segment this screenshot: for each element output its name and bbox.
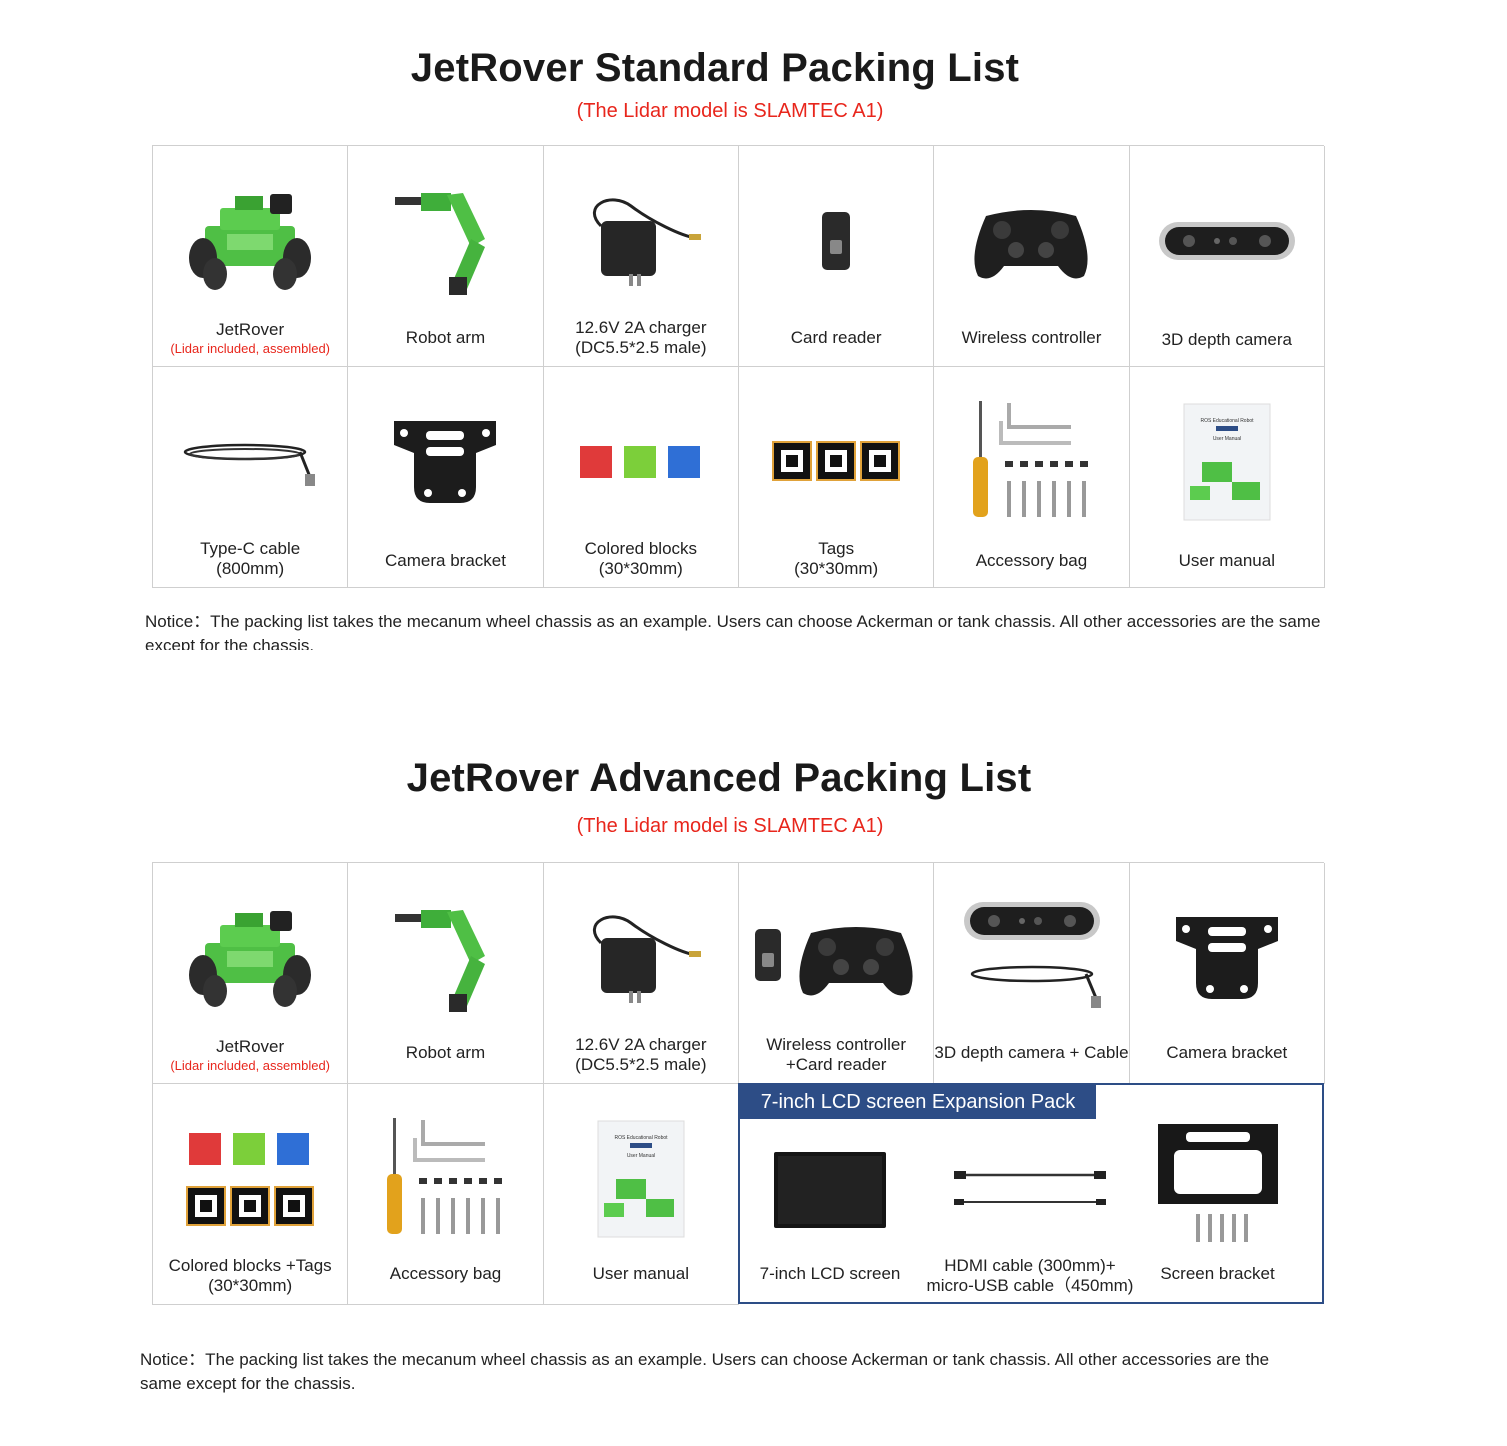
- gamepad-icon: [934, 166, 1128, 316]
- item-label: JetRover: [216, 1037, 285, 1056]
- expansion-title: 7-inch LCD screen Expansion Pack: [740, 1085, 1096, 1119]
- hdmi-cable-icon: [920, 1125, 1140, 1255]
- item-camera-bracket: Camera bracket: [1129, 863, 1325, 1084]
- item-hdmi-usb-cable: HDMI cable (300mm)+ micro-USB cable（450mm…: [920, 1125, 1140, 1300]
- manual-icon: ROS Educational Robot User Manual: [544, 1104, 738, 1254]
- manual-icon: ROS Educational Robot User Manual: [1130, 387, 1324, 537]
- item-lcd-screen: 7-inch LCD screen: [750, 1125, 910, 1300]
- item-label-2: +Card reader: [785, 1055, 887, 1074]
- bracket-icon: [348, 387, 542, 537]
- standard-notice: Notice：The packing list takes the mecanu…: [145, 612, 1321, 650]
- item-tags: Tags (30*30mm): [738, 367, 935, 588]
- item-label: Wireless controller: [766, 1035, 907, 1054]
- lcd-expansion-pack: 7-inch LCD screen Expansion Pack 7-inch …: [738, 1083, 1324, 1304]
- depth-camera-icon: [1130, 166, 1324, 316]
- tags-icon: [739, 387, 933, 537]
- item-label-2: (DC5.5*2.5 male): [575, 338, 707, 357]
- item-jetrover: JetRover (Lidar included, assembled): [153, 146, 349, 367]
- item-camera-bracket: Camera bracket: [348, 367, 544, 588]
- charger-icon: [544, 883, 738, 1033]
- item-label: Camera bracket: [385, 551, 506, 570]
- lcd-screen-icon: [750, 1125, 910, 1255]
- manual-cover-line1: ROS Educational Robot: [1200, 418, 1254, 424]
- standard-subtitle: (The Lidar model is SLAMTEC A1): [576, 100, 884, 122]
- card-reader-icon: [739, 166, 933, 316]
- item-label: Robot arm: [405, 328, 486, 347]
- item-note: (Lidar included, assembled): [170, 341, 331, 356]
- item-note: (Lidar included, assembled): [170, 1058, 331, 1073]
- gamepad-icon: [739, 883, 933, 1033]
- item-accessory-bag: Accessory bag: [934, 367, 1130, 588]
- advanced-title: JetRover Advanced Packing List: [406, 756, 1032, 800]
- item-robot-arm: Robot arm: [348, 146, 544, 367]
- item-user-manual: ROS Educational Robot User Manual User m…: [1129, 367, 1325, 588]
- blocks-icon: [153, 1104, 347, 1254]
- advanced-subtitle: (The Lidar model is SLAMTEC A1): [576, 815, 884, 837]
- item-label: Colored blocks: [584, 539, 698, 558]
- item-charger: 12.6V 2A charger (DC5.5*2.5 male): [543, 146, 739, 367]
- item-label: Accessory bag: [975, 551, 1088, 570]
- item-colored-blocks-tags: Colored blocks +Tags (30*30mm): [153, 1084, 349, 1305]
- item-user-manual: ROS Educational Robot User Manual User m…: [543, 1084, 739, 1305]
- item-depth-camera-cable: 3D depth camera + Cable: [934, 863, 1130, 1084]
- blocks-icon: [544, 387, 738, 537]
- item-card-reader: Card reader: [738, 146, 935, 367]
- depth-camera-icon: [934, 883, 1128, 1033]
- accessory-bag-icon: [934, 387, 1128, 537]
- manual-cover-line3: User Manual: [1213, 436, 1241, 442]
- item-label: Wireless controller: [961, 328, 1102, 347]
- item-jetrover: JetRover (Lidar included, assembled): [153, 863, 349, 1084]
- advanced-grid: JetRover (Lidar included, assembled) Robo…: [152, 862, 1325, 1305]
- item-colored-blocks: Colored blocks (30*30mm): [543, 367, 739, 588]
- item-label-2: (DC5.5*2.5 male): [575, 1055, 707, 1074]
- item-label-2: (30*30mm): [794, 559, 879, 578]
- item-label: Robot arm: [405, 1043, 486, 1062]
- item-label: User manual: [1178, 551, 1275, 570]
- accessory-bag-icon: [348, 1104, 542, 1254]
- manual-cover-line1: ROS Educational Robot: [614, 1135, 668, 1141]
- advanced-notice: Notice：The packing list takes the mecanu…: [140, 1350, 1270, 1393]
- cable-icon: [153, 387, 347, 537]
- item-label: Type-C cable: [200, 539, 301, 558]
- charger-icon: [544, 166, 738, 316]
- item-label: 12.6V 2A charger: [575, 1035, 707, 1054]
- item-accessory-bag: Accessory bag: [348, 1084, 544, 1305]
- item-wireless-controller: Wireless controller: [934, 146, 1130, 367]
- item-wireless-controller-card-reader: Wireless controller +Card reader: [738, 863, 935, 1084]
- robot-arm-icon: [348, 166, 542, 316]
- item-label: User manual: [592, 1264, 689, 1283]
- item-label: 12.6V 2A charger: [575, 318, 707, 337]
- item-label: Tags: [818, 539, 855, 558]
- item-label-2: (30*30mm): [208, 1276, 293, 1295]
- item-label: Screen bracket: [1160, 1264, 1275, 1283]
- standard-grid: JetRover (Lidar included, assembled) Robo…: [152, 145, 1325, 588]
- item-type-c-cable: Type-C cable (800mm): [153, 367, 349, 588]
- item-label: 7-inch LCD screen: [759, 1264, 901, 1283]
- item-label-2: (800mm): [216, 559, 285, 578]
- item-label: JetRover: [216, 320, 285, 339]
- item-label: HDMI cable (300mm)+: [944, 1256, 1116, 1275]
- item-label: 3D depth camera + Cable: [934, 1043, 1129, 1062]
- item-depth-camera: 3D depth camera: [1129, 146, 1325, 367]
- item-label-2: micro-USB cable（450mm): [926, 1276, 1134, 1295]
- item-robot-arm: Robot arm: [348, 863, 544, 1084]
- item-charger: 12.6V 2A charger (DC5.5*2.5 male): [543, 863, 739, 1084]
- item-label-2: (30*30mm): [598, 559, 683, 578]
- screen-bracket-icon: [1140, 1115, 1295, 1255]
- robot-car-icon: [153, 166, 347, 316]
- robot-arm-icon: [348, 883, 542, 1033]
- manual-cover-line3: User Manual: [627, 1153, 655, 1159]
- standard-title: JetRover Standard Packing List: [410, 46, 1020, 90]
- item-label: Camera bracket: [1166, 1043, 1288, 1062]
- item-screen-bracket: Screen bracket: [1140, 1124, 1295, 1300]
- bracket-icon: [1130, 883, 1324, 1033]
- item-label: Accessory bag: [389, 1264, 502, 1283]
- item-label: 3D depth camera: [1161, 330, 1292, 349]
- item-label: Colored blocks +Tags: [168, 1256, 332, 1275]
- robot-car-icon: [153, 883, 347, 1033]
- item-label: Card reader: [790, 328, 882, 347]
